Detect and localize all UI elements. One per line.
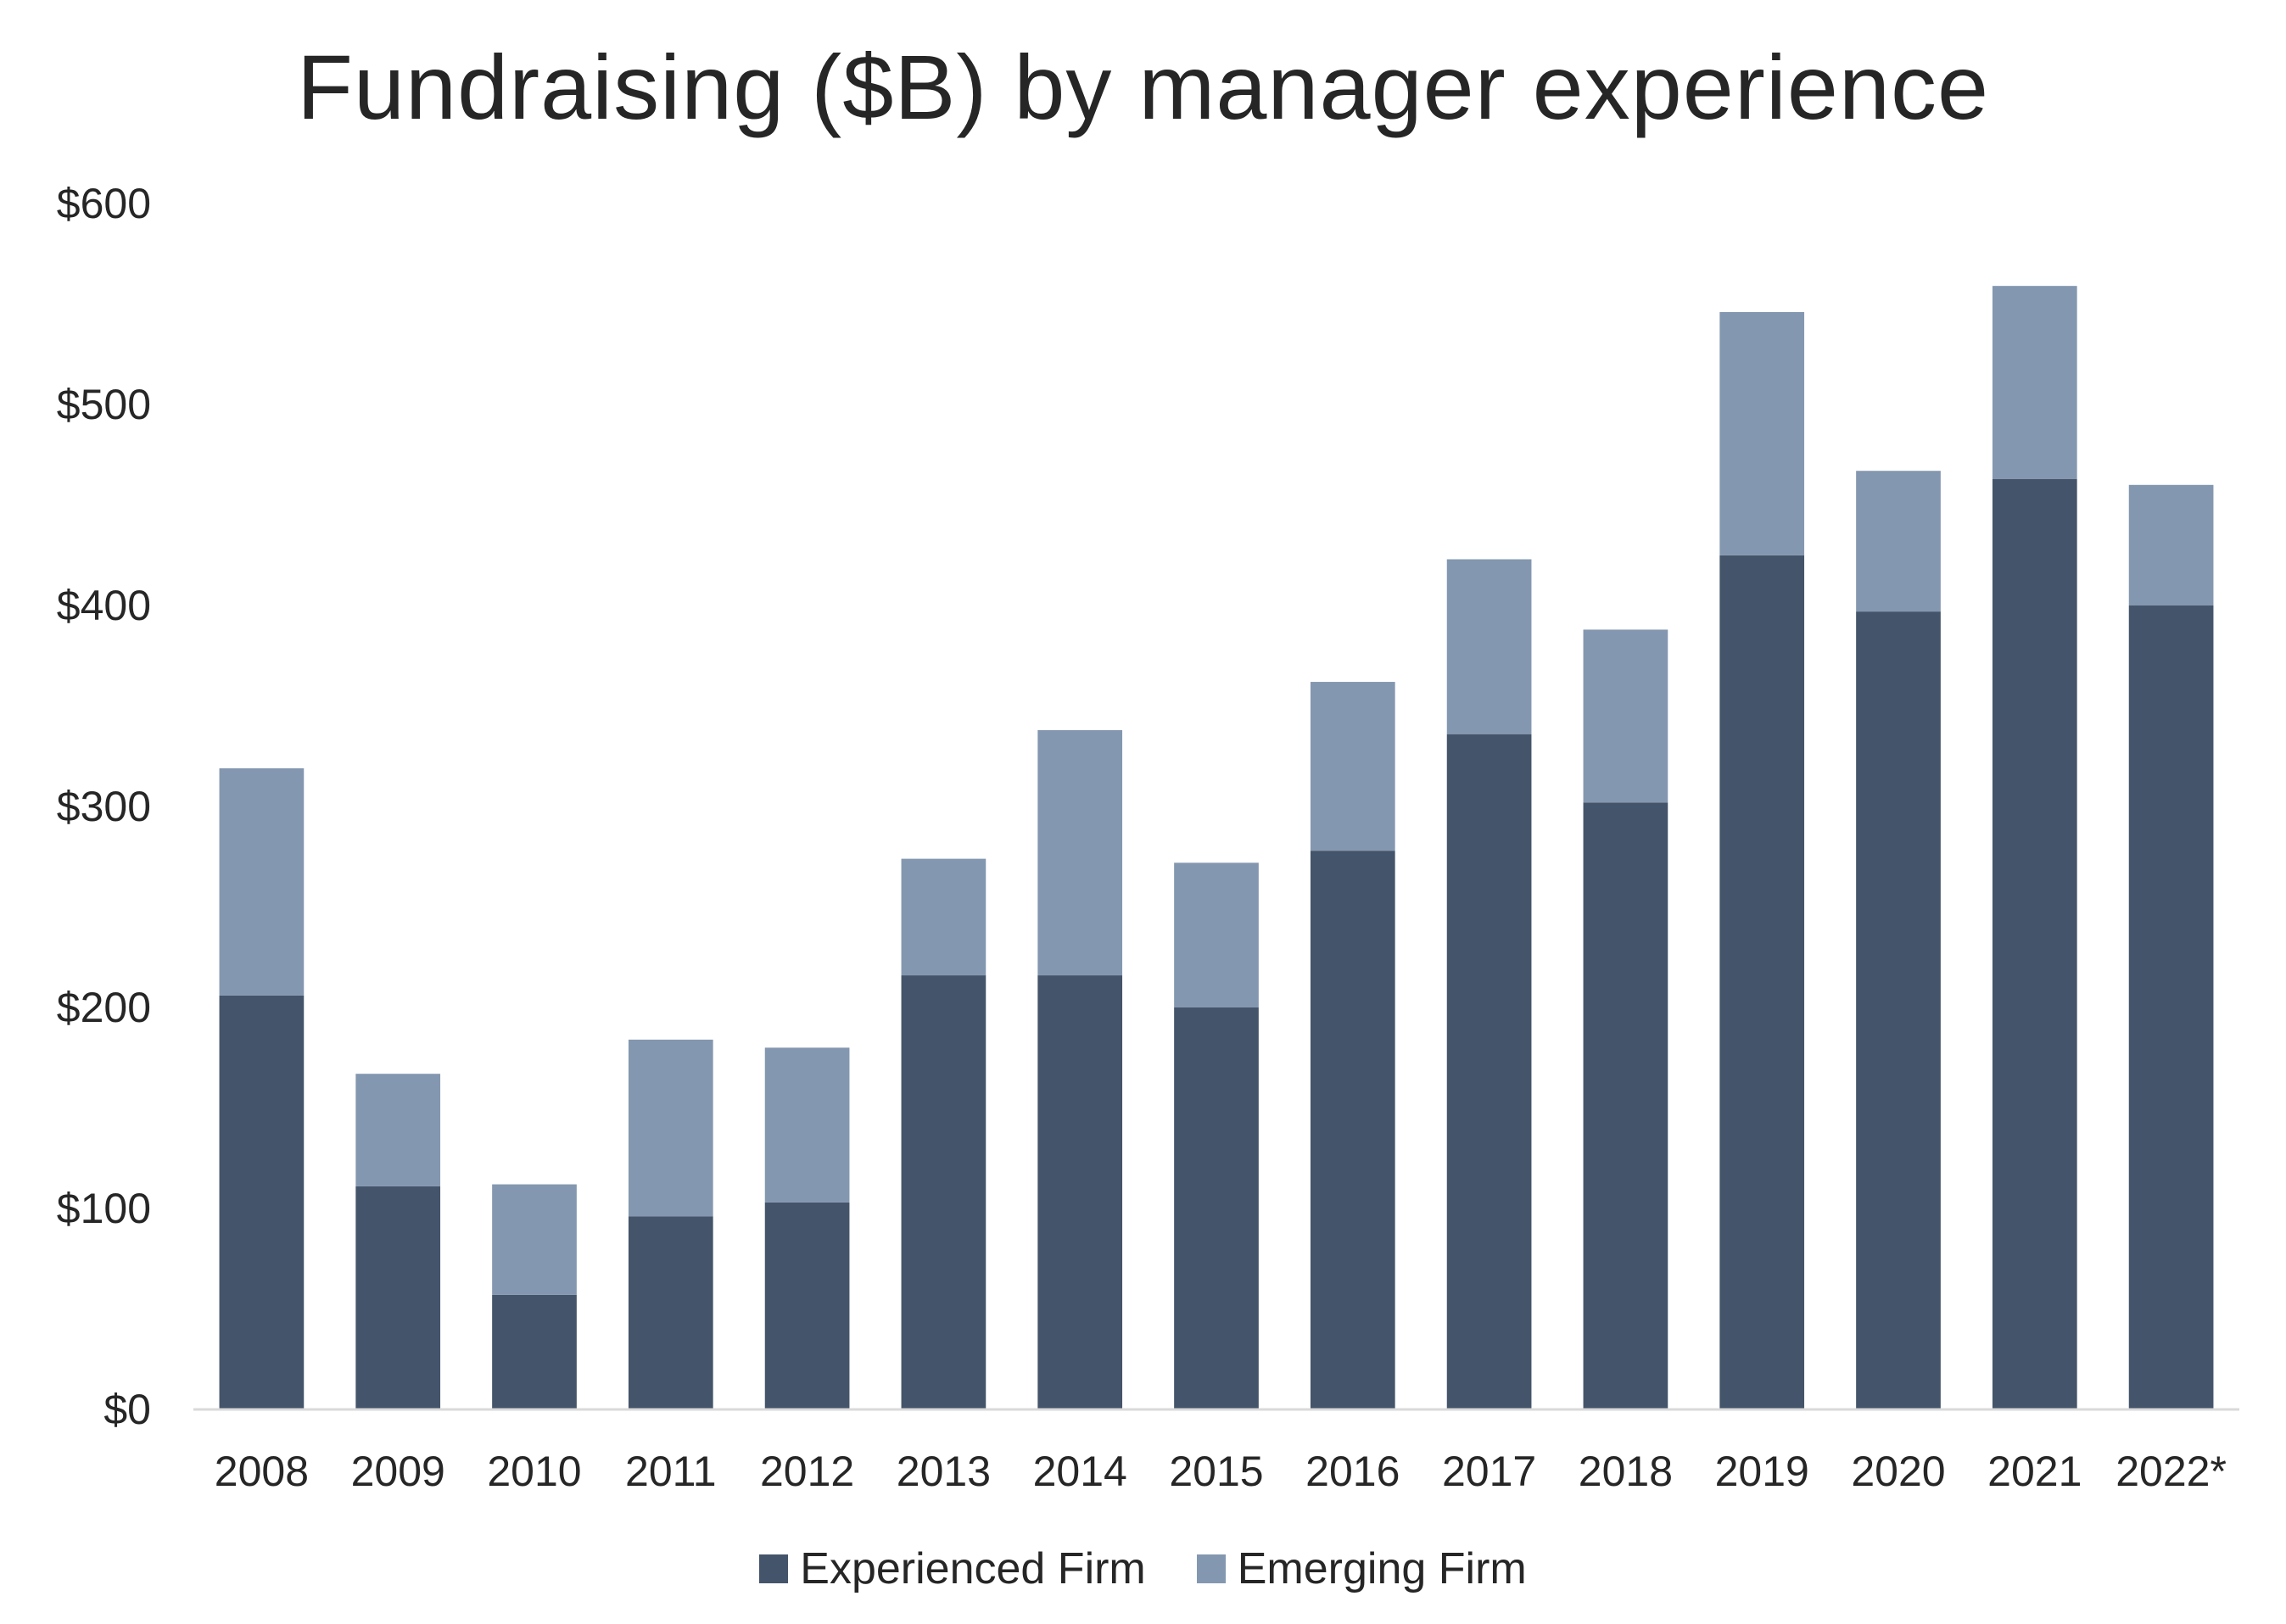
chart-title: Fundraising ($B) by manager experience xyxy=(296,36,1990,138)
x-tick-label: 2022* xyxy=(2116,1448,2227,1495)
bar-emerging xyxy=(1310,682,1395,851)
legend-item-experienced: Experienced Firm xyxy=(759,1543,1146,1594)
bar-experienced xyxy=(1174,1007,1259,1409)
bar-emerging xyxy=(1583,629,1668,803)
x-tick-label: 2008 xyxy=(215,1448,309,1495)
y-axis: $0 $100 $200 $300 $400 $500 $600 xyxy=(57,180,151,1433)
bar-emerging xyxy=(2128,484,2214,606)
x-tick-label: 2018 xyxy=(1579,1448,1673,1495)
bar-experienced xyxy=(1719,555,1805,1409)
x-tick-label: 2011 xyxy=(625,1448,717,1495)
y-tick-label: $500 xyxy=(57,381,151,428)
bar-experienced xyxy=(1037,975,1123,1409)
legend-item-emerging: Emerging Firm xyxy=(1196,1543,1527,1594)
legend-swatch-emerging xyxy=(1196,1554,1226,1583)
x-tick-label: 2019 xyxy=(1715,1448,1809,1495)
bar-emerging xyxy=(628,1039,713,1217)
y-tick-label: $100 xyxy=(57,1185,151,1232)
bar-emerging xyxy=(355,1074,441,1186)
bar-emerging xyxy=(492,1184,577,1295)
bar-experienced xyxy=(492,1294,577,1409)
bar-emerging xyxy=(1037,729,1123,976)
bar-experienced xyxy=(764,1202,850,1409)
x-tick-label: 2010 xyxy=(487,1448,581,1495)
bar-emerging xyxy=(1856,471,1941,612)
bar-emerging xyxy=(764,1047,850,1203)
y-tick-label: $200 xyxy=(57,984,151,1031)
bar-experienced xyxy=(1446,734,1532,1409)
legend-label-experienced: Experienced Firm xyxy=(800,1544,1146,1593)
bar-emerging xyxy=(1992,286,2077,479)
bar-experienced xyxy=(628,1216,713,1409)
y-tick-label: $400 xyxy=(57,582,151,629)
x-tick-label: 2016 xyxy=(1305,1448,1400,1495)
x-tick-label: 2009 xyxy=(351,1448,445,1495)
x-tick-label: 2015 xyxy=(1169,1448,1263,1495)
y-tick-label: $0 xyxy=(103,1386,151,1433)
legend-label-emerging: Emerging Firm xyxy=(1237,1544,1527,1593)
y-tick-label: $600 xyxy=(57,180,151,227)
bar-experienced xyxy=(219,995,305,1409)
bar-emerging xyxy=(1719,311,1805,555)
bar-emerging xyxy=(219,767,305,996)
x-axis: 2008 2009 2010 2011 2012 2013 2014 2015 2016 2017… xyxy=(215,1448,2227,1495)
bar-experienced xyxy=(1992,478,2077,1410)
x-tick-label: 2013 xyxy=(897,1448,991,1495)
x-tick-label: 2020 xyxy=(1851,1448,1945,1495)
bars xyxy=(219,286,2214,1410)
x-tick-label: 2017 xyxy=(1442,1448,1536,1495)
y-tick-label: $300 xyxy=(57,783,151,830)
bar-experienced xyxy=(1856,611,1941,1409)
bar-experienced xyxy=(1583,802,1668,1409)
x-tick-label: 2012 xyxy=(760,1448,854,1495)
bar-experienced xyxy=(2128,606,2214,1409)
legend-swatch-experienced xyxy=(759,1554,789,1583)
bar-experienced xyxy=(901,975,987,1409)
x-tick-label: 2021 xyxy=(1987,1448,2082,1495)
bar-experienced xyxy=(1310,851,1395,1409)
bar-emerging xyxy=(1174,862,1259,1007)
bar-emerging xyxy=(1446,559,1532,734)
legend: Experienced Firm Emerging Firm xyxy=(0,1543,2286,1594)
bar-experienced xyxy=(355,1186,441,1409)
bar-emerging xyxy=(901,858,987,976)
x-tick-label: 2014 xyxy=(1033,1448,1127,1495)
